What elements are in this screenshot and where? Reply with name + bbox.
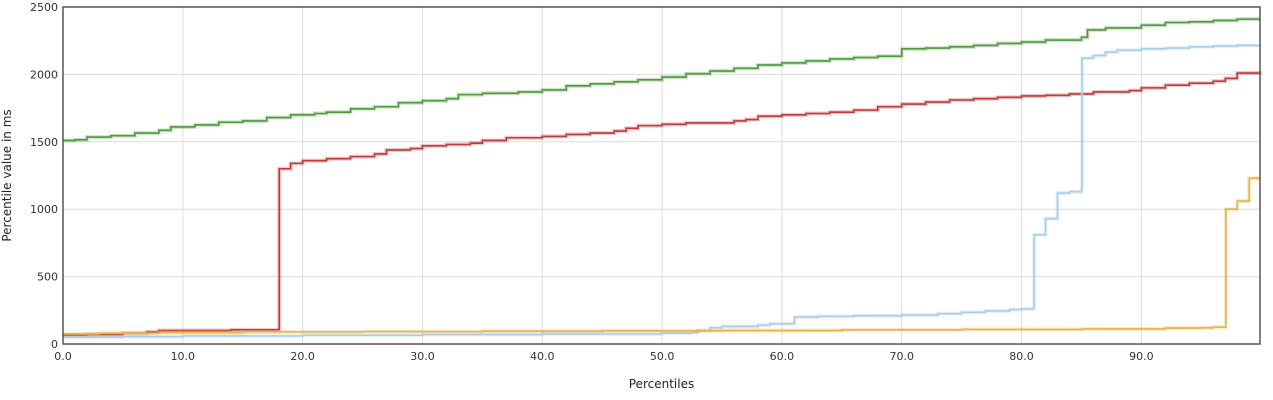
x-tick-label: 80.0 [1009, 350, 1034, 363]
x-tick-label: 40.0 [530, 350, 555, 363]
x-tick-label: 60.0 [770, 350, 795, 363]
x-axis-ticks: 0.0 10.0 20.0 30.0 40.0 50.0 60.0 70.0 80.0 90.0 [54, 350, 1153, 363]
y-tick-label: 1000 [30, 203, 58, 216]
y-axis-title: Percentile value in ms [0, 109, 14, 241]
y-tick-label: 0 [51, 338, 58, 351]
x-tick-label: 20.0 [290, 350, 315, 363]
y-tick-label: 2500 [30, 1, 58, 14]
x-tick-label: 30.0 [410, 350, 435, 363]
plot-frame [62, 6, 1261, 345]
series-layer [63, 17, 1262, 340]
x-tick-label: 70.0 [889, 350, 914, 363]
y-tick-label: 1500 [30, 136, 58, 149]
y-tick-label: 500 [37, 271, 58, 284]
x-tick-label: 10.0 [171, 350, 196, 363]
y-tick-label: 2000 [30, 68, 58, 81]
series-line-halo [63, 176, 1260, 336]
x-tick-label: 0.0 [54, 350, 72, 363]
x-axis-title: Percentiles [629, 377, 694, 391]
series-line [63, 18, 1260, 142]
y-axis-ticks: 0 500 1000 1500 2000 2500 [30, 1, 58, 351]
series-line [63, 177, 1260, 335]
x-tick-label: 50.0 [650, 350, 675, 363]
x-tick-label: 90.0 [1129, 350, 1154, 363]
series-line [63, 44, 1261, 339]
series-line [63, 71, 1261, 337]
